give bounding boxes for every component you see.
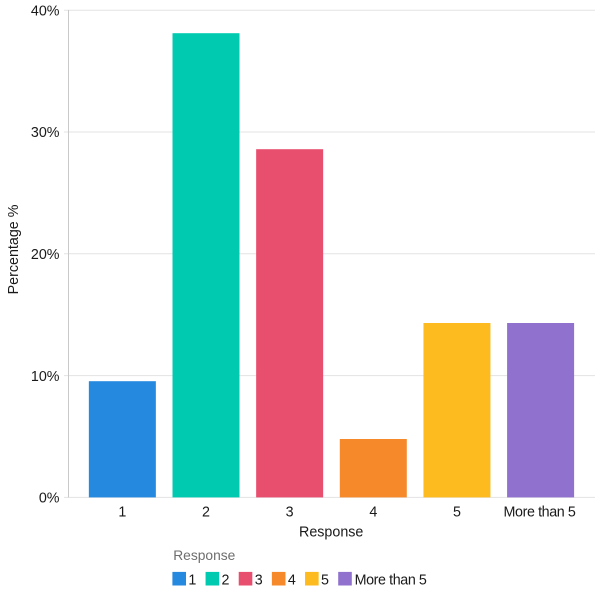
svg-text:5: 5: [321, 573, 329, 589]
svg-text:4: 4: [369, 504, 377, 520]
svg-text:1: 1: [188, 573, 196, 589]
svg-text:2: 2: [222, 573, 230, 589]
svg-text:20%: 20%: [31, 247, 60, 263]
svg-text:More than 5: More than 5: [355, 573, 427, 589]
svg-text:3: 3: [255, 573, 263, 589]
svg-text:0%: 0%: [39, 491, 60, 507]
svg-text:40%: 40%: [31, 3, 60, 19]
svg-text:2: 2: [202, 504, 210, 520]
svg-text:Response: Response: [173, 548, 235, 563]
svg-text:More than 5: More than 5: [504, 504, 576, 520]
svg-text:Percentage %: Percentage %: [6, 204, 22, 294]
svg-text:Response: Response: [299, 525, 363, 541]
svg-text:1: 1: [118, 504, 126, 520]
svg-text:3: 3: [286, 504, 294, 520]
svg-text:10%: 10%: [31, 369, 60, 385]
svg-text:4: 4: [288, 573, 296, 589]
svg-text:5: 5: [453, 504, 461, 520]
svg-text:30%: 30%: [31, 125, 60, 141]
